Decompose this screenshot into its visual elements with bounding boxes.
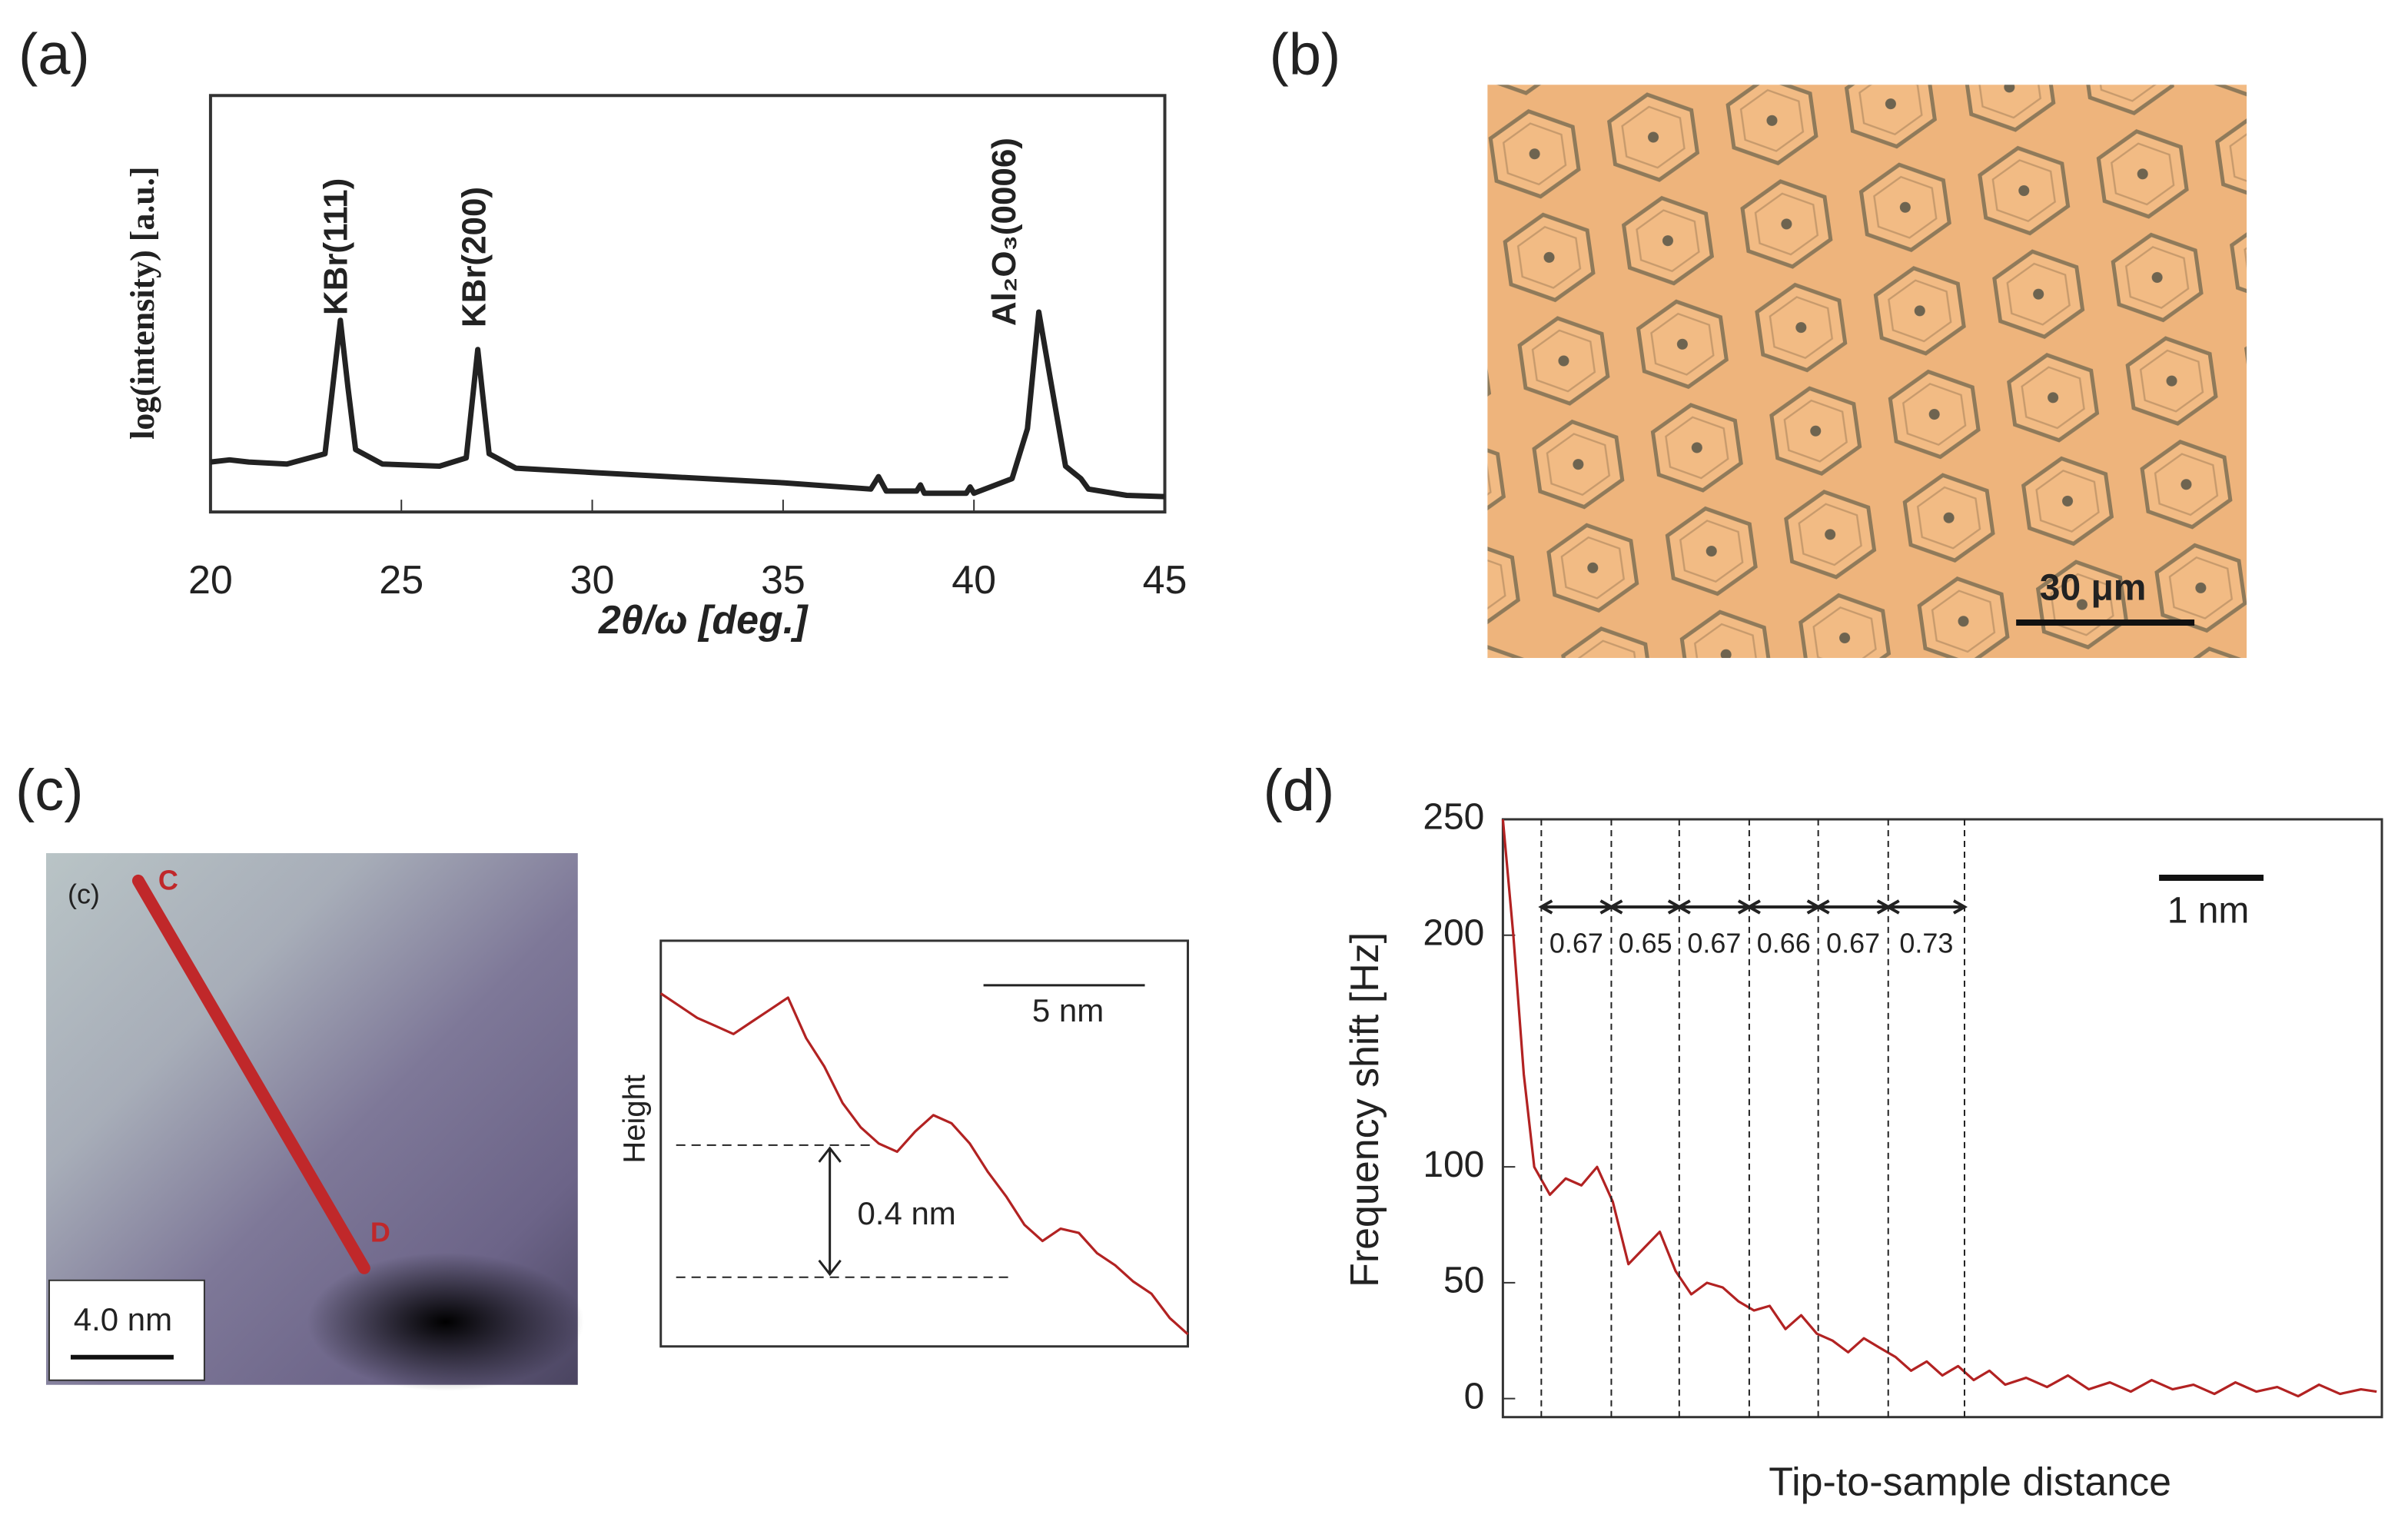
period-arrow — [1885, 899, 1968, 915]
period-arrow — [1676, 899, 1752, 915]
step-arrow — [818, 1146, 842, 1277]
x-axis-label: Tip-to-sample distance — [1769, 1460, 2171, 1504]
x-tick-label: 20 — [188, 558, 233, 603]
panel-label: (d) — [1263, 758, 1334, 823]
panel-label: (a) — [18, 22, 90, 87]
y-tick-label: 250 — [1423, 797, 1484, 838]
x-tick-label: 30 — [570, 558, 615, 603]
x-axis-label: 2θ/ω [deg.] — [598, 598, 809, 643]
panel-label: (b) — [1269, 22, 1340, 87]
period-arrow — [1815, 899, 1892, 915]
period-arrow — [1745, 899, 1822, 915]
y-axis-label: log(intensity) [a.u.] — [124, 166, 161, 439]
x-tick-label: 45 — [1143, 558, 1187, 603]
peak-annotation: Al₂O₃(0006) — [985, 138, 1023, 326]
point-label: C — [158, 864, 178, 895]
step-label: 0.4 nm — [857, 1195, 955, 1231]
period-label: 0.66 — [1757, 927, 1811, 958]
y-tick-label: 100 — [1423, 1144, 1484, 1185]
y-tick-label: 200 — [1423, 912, 1484, 953]
plot-frame — [1501, 818, 2383, 1419]
plot-frame — [659, 939, 1190, 1348]
period-label: 0.67 — [1687, 927, 1741, 958]
period-arrow — [1608, 899, 1682, 915]
x-tick-label: 25 — [379, 558, 423, 603]
point-label: D — [370, 1216, 390, 1247]
period-label: 0.67 — [1549, 927, 1603, 958]
scale-label: 30 μm — [2040, 568, 2147, 609]
y-tick-label: 0 — [1464, 1376, 1485, 1417]
peak-annotation: KBr(111) — [317, 178, 354, 315]
inset-label: (c) — [68, 878, 100, 909]
y-axis-label: Height — [617, 1075, 651, 1164]
plot-frame — [208, 94, 1167, 514]
scale-label: 1 nm — [2167, 891, 2250, 932]
afm-dark-region — [307, 1252, 584, 1391]
data-line — [659, 992, 1189, 1336]
y-axis-label: Frequency shift [Hz] — [1343, 932, 1387, 1287]
x-tick-label: 40 — [952, 558, 996, 603]
peak-annotation: KBr(200) — [455, 187, 493, 327]
period-label: 0.65 — [1619, 927, 1672, 958]
scale-box — [48, 1279, 205, 1381]
panel-label: (c) — [15, 758, 84, 823]
profile-line — [131, 874, 370, 1274]
scale-label: 5 nm — [1032, 992, 1104, 1028]
data-line — [1501, 819, 2377, 1398]
period-label: 0.67 — [1826, 927, 1880, 958]
period-label: 0.73 — [1899, 927, 1953, 958]
micrograph — [1487, 85, 2247, 659]
x-tick-label: 35 — [761, 558, 805, 603]
data-line — [210, 309, 1165, 500]
period-arrow — [1538, 899, 1615, 915]
y-tick-label: 50 — [1443, 1261, 1484, 1301]
scale-label: 4.0 nm — [74, 1301, 172, 1337]
